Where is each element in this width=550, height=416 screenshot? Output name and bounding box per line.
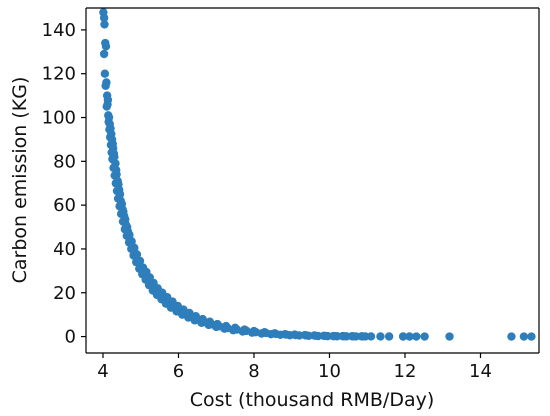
data-point (109, 149, 119, 158)
data-point (249, 326, 259, 336)
data-point (108, 139, 118, 149)
y-tick-label: 100 (42, 108, 76, 129)
data-point (310, 331, 319, 340)
data-point (185, 308, 194, 318)
data-point (384, 332, 394, 341)
data-point (280, 329, 290, 339)
data-point (101, 42, 111, 51)
data-point (507, 332, 516, 341)
y-tick-label: 120 (42, 64, 76, 85)
x-tick-label: 4 (97, 361, 108, 382)
data-point (105, 119, 114, 129)
data-point (115, 189, 125, 199)
x-tick-label: 14 (469, 361, 492, 382)
data-point (240, 325, 249, 334)
data-point (99, 13, 109, 23)
x-tick-label: 12 (394, 361, 417, 382)
plot-area-background (86, 8, 539, 353)
x-tick-label: 10 (318, 361, 341, 382)
data-point (260, 327, 269, 337)
data-point (213, 319, 222, 329)
data-point (130, 243, 139, 253)
data-point (338, 331, 347, 341)
data-point (412, 332, 421, 341)
data-point (132, 250, 142, 259)
data-point (107, 129, 116, 139)
data-point (191, 312, 201, 321)
y-tick-label: 0 (65, 327, 76, 348)
data-point (198, 314, 207, 324)
data-point (121, 215, 130, 224)
data-point (366, 332, 376, 341)
data-point (319, 331, 329, 340)
x-axis-ticks: 4 6 8 10 12 14 (97, 353, 492, 382)
data-point (119, 207, 128, 216)
data-point (270, 329, 279, 338)
x-tick-label: 8 (248, 361, 259, 382)
data-point (398, 332, 408, 341)
data-point (114, 180, 123, 189)
data-point (100, 20, 109, 29)
data-point (205, 317, 215, 326)
data-point (420, 332, 429, 341)
data-point (519, 332, 529, 341)
data-point (101, 81, 110, 90)
data-point (290, 330, 299, 339)
x-axis-label: Cost (thousand RMB/Day) (190, 389, 435, 411)
data-point (117, 199, 127, 209)
data-point (445, 332, 454, 341)
y-tick-label: 80 (53, 151, 76, 172)
data-point (135, 256, 145, 266)
data-point (230, 323, 240, 333)
data-point (104, 113, 114, 122)
data-point (347, 332, 357, 341)
y-tick-label: 40 (53, 239, 76, 260)
data-point (221, 321, 231, 331)
scatter-points (99, 8, 536, 341)
data-point (125, 230, 134, 239)
data-point (127, 237, 136, 246)
data-point (103, 95, 113, 105)
data-point (376, 332, 385, 341)
data-point (112, 170, 121, 179)
y-tick-label: 140 (42, 20, 76, 41)
y-axis-label: Carbon emission (KG) (9, 77, 31, 284)
y-tick-label: 60 (53, 195, 76, 216)
y-axis-ticks: 0 20 40 60 80 100 120 140 (42, 20, 86, 348)
x-tick-label: 6 (173, 361, 184, 382)
data-point (527, 332, 536, 341)
data-point (122, 222, 132, 232)
data-point (102, 102, 111, 111)
data-point (300, 330, 310, 340)
data-point (100, 69, 110, 78)
data-point (405, 332, 414, 341)
data-point (329, 331, 338, 341)
data-point (99, 49, 109, 59)
data-point (357, 332, 366, 341)
y-tick-label: 20 (53, 283, 76, 304)
data-point (111, 159, 120, 168)
